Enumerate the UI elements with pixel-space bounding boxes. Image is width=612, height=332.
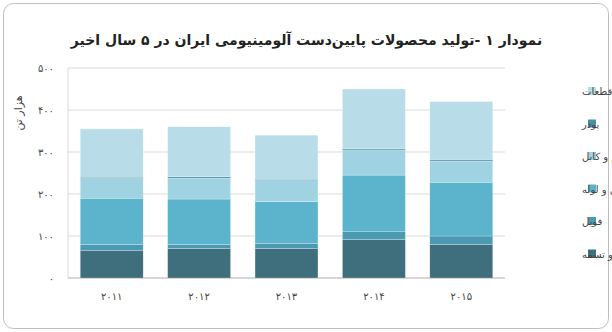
title: نمودار ۱ -تولید محصولات پایین‌دست آلومین… bbox=[70, 31, 542, 49]
grid-line bbox=[68, 68, 505, 69]
x-tick-label: ۲۰۱۵ bbox=[451, 291, 472, 302]
bar-segment bbox=[80, 198, 143, 244]
bar-segment bbox=[342, 150, 405, 175]
bar-segment bbox=[80, 244, 143, 250]
legend-label: پروفیل و لوله bbox=[582, 184, 612, 196]
bar-segment bbox=[342, 239, 405, 278]
legend-label: سیم و کابل bbox=[582, 151, 612, 163]
bar-segment bbox=[255, 202, 318, 244]
y-tick-label: ۱۰۰ bbox=[38, 231, 54, 242]
bar-segment bbox=[430, 161, 493, 182]
y-axis-label: هزار تن bbox=[12, 95, 25, 130]
chart-frame bbox=[4, 4, 609, 329]
y-tick-label: ۵۰۰ bbox=[38, 63, 54, 74]
y-tick-label: ۴۰۰ bbox=[38, 105, 54, 116]
bar-segment bbox=[255, 181, 318, 202]
bar-segment bbox=[168, 178, 231, 199]
bar-segment bbox=[342, 89, 405, 149]
bar-segment bbox=[80, 251, 143, 278]
legend-label: پودر bbox=[581, 119, 599, 131]
x-tick-label: ۲۰۱۱ bbox=[101, 291, 122, 302]
bar-segment bbox=[168, 244, 231, 248]
x-tick-label: ۲۰۱۴ bbox=[363, 291, 384, 302]
x-tick-label: ۲۰۱۲ bbox=[188, 291, 209, 302]
legend-label: ورق و تسمه bbox=[582, 249, 612, 261]
y-axis-line bbox=[68, 68, 69, 278]
bar-segment bbox=[255, 135, 318, 179]
bar-segment bbox=[255, 244, 318, 249]
bar-segment bbox=[342, 175, 405, 232]
legend-label: سایر قطعات bbox=[582, 86, 612, 97]
y-tick-label: ۰ bbox=[49, 273, 54, 284]
bar-segment bbox=[80, 178, 143, 198]
y-tick-label: ۲۰۰ bbox=[38, 189, 54, 200]
bar-segment bbox=[342, 232, 405, 240]
bar-segment bbox=[430, 182, 493, 236]
bar-segment bbox=[168, 199, 231, 244]
legend-label: فویل bbox=[582, 216, 603, 227]
bar-segment bbox=[430, 102, 493, 160]
bars bbox=[80, 89, 493, 278]
bar-segment bbox=[430, 236, 493, 244]
bar-segment bbox=[255, 249, 318, 278]
bar-segment bbox=[168, 249, 231, 278]
chart: نمودار ۱ -تولید محصولات پایین‌دست آلومین… bbox=[0, 0, 612, 332]
bar-segment bbox=[430, 244, 493, 278]
bar-segment bbox=[168, 127, 231, 177]
x-tick-label: ۲۰۱۳ bbox=[276, 291, 298, 302]
y-tick-label: ۳۰۰ bbox=[38, 147, 54, 158]
bar-segment bbox=[80, 129, 143, 177]
